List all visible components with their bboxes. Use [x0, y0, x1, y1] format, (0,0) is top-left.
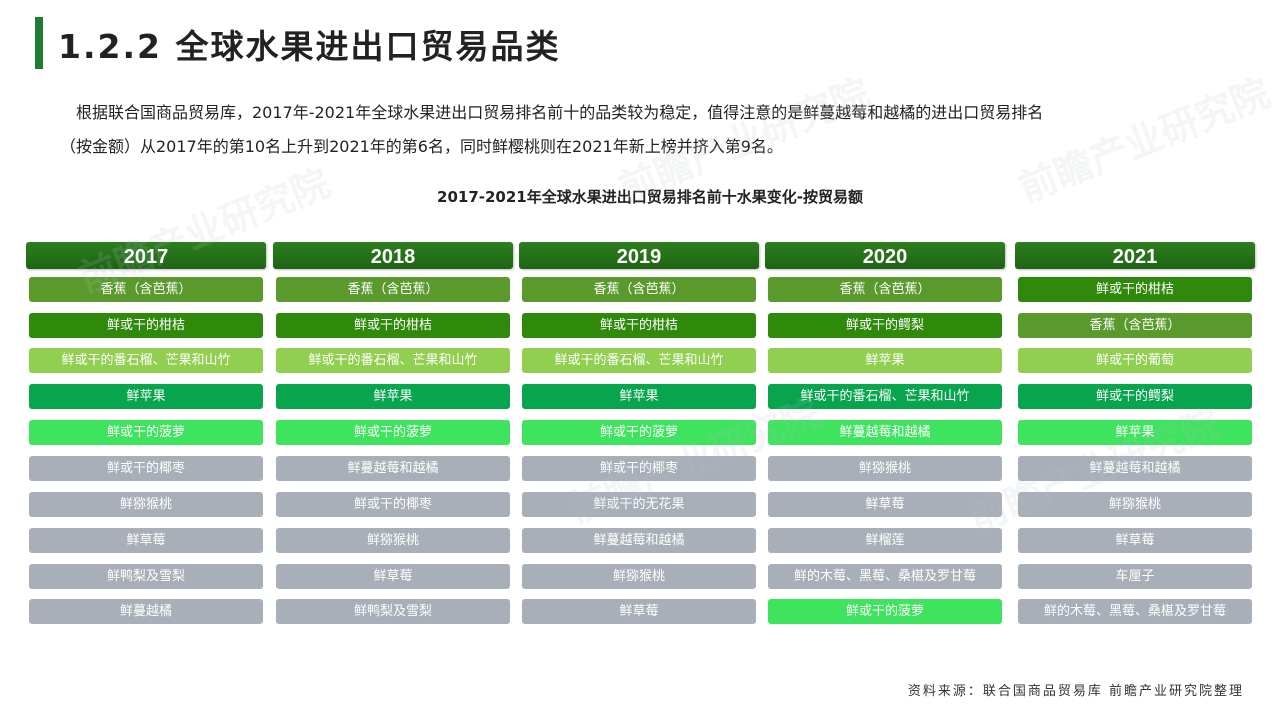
page-title: 1.2.2 全球水果进出口贸易品类: [58, 27, 561, 66]
rank-cell: 鲜或干的菠萝: [522, 420, 756, 445]
rank-cell: 鲜草莓: [1018, 528, 1252, 553]
rank-cell: 鲜苹果: [1018, 420, 1252, 445]
rank-cell: 鲜蔓越莓和越橘: [276, 456, 510, 481]
rank-cell: 香蕉（含芭蕉）: [1018, 313, 1252, 338]
rank-cell: 鲜或干的番石榴、芒果和山竹: [29, 348, 263, 373]
rank-cell: 鲜的木莓、黑莓、桑椹及罗甘莓: [768, 564, 1002, 589]
year-header: 2019: [519, 242, 759, 269]
intro-paragraph: 根据联合国商品贸易库，2017年-2021年全球水果进出口贸易排名前十的品类较为…: [60, 96, 1220, 164]
rank-cell: 鲜或干的椰枣: [29, 456, 263, 481]
rank-cell: 鲜或干的椰枣: [276, 492, 510, 517]
rank-cell: 鲜或干的椰枣: [522, 456, 756, 481]
rank-cell: 鲜或干的无花果: [522, 492, 756, 517]
rank-cell: 鲜猕猴桃: [29, 492, 263, 517]
rank-cell: 鲜蔓越莓和越橘: [1018, 456, 1252, 481]
rank-cell: 鲜蔓越莓和越橘: [768, 420, 1002, 445]
rank-cell: 香蕉（含芭蕉）: [522, 277, 756, 302]
rank-cell: 车厘子: [1018, 564, 1252, 589]
year-header: 2020: [765, 242, 1005, 269]
rank-cell: 鲜或干的番石榴、芒果和山竹: [522, 348, 756, 373]
intro-line-1: 根据联合国商品贸易库，2017年-2021年全球水果进出口贸易排名前十的品类较为…: [76, 103, 1044, 122]
rank-cell: 香蕉（含芭蕉）: [29, 277, 263, 302]
rank-cell: 鲜鸭梨及雪梨: [29, 564, 263, 589]
chart-title: 2017-2021年全球水果进出口贸易排名前十水果变化-按贸易额: [437, 188, 863, 206]
year-header: 2017: [26, 242, 266, 269]
rank-cell: 鲜苹果: [768, 348, 1002, 373]
rank-cell: 鲜猕猴桃: [276, 528, 510, 553]
rank-cell: 鲜草莓: [276, 564, 510, 589]
rank-cell: 鲜鸭梨及雪梨: [276, 599, 510, 624]
rank-cell: 鲜草莓: [768, 492, 1002, 517]
source-note: 资料来源：联合国商品贸易库 前瞻产业研究院整理: [907, 684, 1244, 699]
rank-cell: 鲜或干的柑桔: [276, 313, 510, 338]
rank-cell: 香蕉（含芭蕉）: [276, 277, 510, 302]
rank-cell: 鲜草莓: [29, 528, 263, 553]
rank-cell: 鲜或干的菠萝: [768, 599, 1002, 624]
year-header: 2021: [1015, 242, 1255, 269]
rank-cell: 鲜草莓: [522, 599, 756, 624]
rank-cell: 鲜或干的柑桔: [29, 313, 263, 338]
rank-cell: 鲜蔓越橘: [29, 599, 263, 624]
rank-cell: 鲜或干的菠萝: [29, 420, 263, 445]
rank-cell: 鲜苹果: [29, 384, 263, 409]
year-header: 2018: [273, 242, 513, 269]
rank-cell: 鲜猕猴桃: [1018, 492, 1252, 517]
rank-cell: 鲜猕猴桃: [522, 564, 756, 589]
title-accent-bar: [35, 17, 43, 69]
rank-cell: 鲜或干的柑桔: [522, 313, 756, 338]
rank-cell: 鲜或干的柑桔: [1018, 277, 1252, 302]
rank-cell: 鲜或干的鳄梨: [768, 313, 1002, 338]
rank-cell: 鲜或干的番石榴、芒果和山竹: [768, 384, 1002, 409]
rank-cell: 鲜或干的葡萄: [1018, 348, 1252, 373]
rank-cell: 鲜蔓越莓和越橘: [522, 528, 756, 553]
rank-cell: 鲜榴莲: [768, 528, 1002, 553]
rank-cell: 鲜猕猴桃: [768, 456, 1002, 481]
intro-line-2: （按金额）从2017年的第10名上升到2021年的第6名，同时鲜樱桃则在2021…: [60, 137, 783, 156]
rank-cell: 鲜或干的菠萝: [276, 420, 510, 445]
rank-cell: 鲜或干的鳄梨: [1018, 384, 1252, 409]
rank-cell: 鲜苹果: [276, 384, 510, 409]
rank-cell: 香蕉（含芭蕉）: [768, 277, 1002, 302]
rank-cell: 鲜苹果: [522, 384, 756, 409]
rank-cell: 鲜或干的番石榴、芒果和山竹: [276, 348, 510, 373]
rank-cell: 鲜的木莓、黑莓、桑椹及罗甘莓: [1018, 599, 1252, 624]
